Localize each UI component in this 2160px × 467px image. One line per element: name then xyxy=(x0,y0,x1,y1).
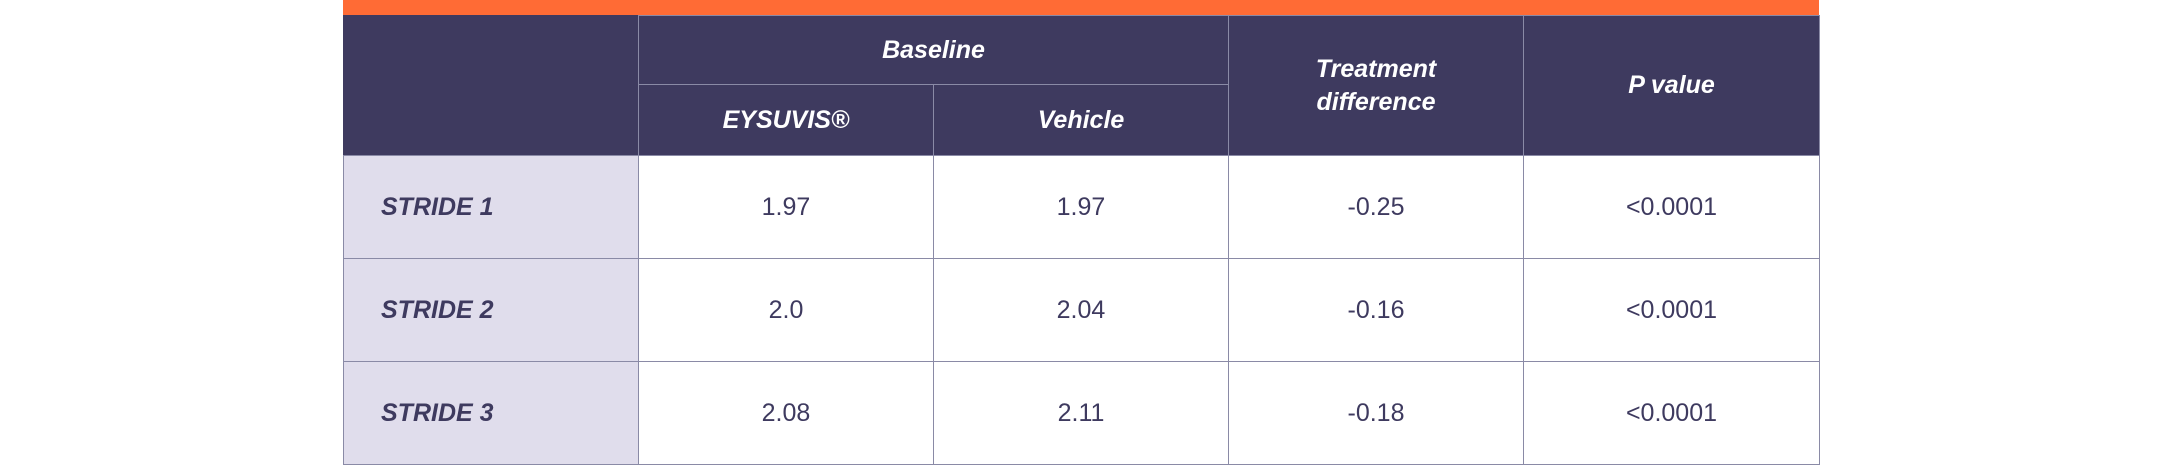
table-row: STRIDE 1 1.97 1.97 -0.25 <0.0001 xyxy=(343,155,1820,259)
row-label: STRIDE 1 xyxy=(343,155,639,259)
cell-eysuvis: 1.97 xyxy=(638,155,934,259)
results-table: Baseline Treatment difference P value EY… xyxy=(343,15,1820,465)
header-treatment-difference-label: Treatment difference xyxy=(1315,54,1437,116)
table-body: STRIDE 1 1.97 1.97 -0.25 <0.0001 STRIDE … xyxy=(343,155,1820,465)
cell-vehicle: 1.97 xyxy=(933,155,1229,259)
header-corner-cell xyxy=(343,15,639,156)
cell-difference: -0.16 xyxy=(1228,258,1524,362)
table-header: Baseline Treatment difference P value EY… xyxy=(343,15,1820,156)
cell-vehicle: 2.11 xyxy=(933,361,1229,465)
cell-vehicle: 2.04 xyxy=(933,258,1229,362)
header-p-value: P value xyxy=(1523,15,1820,156)
cell-difference: -0.18 xyxy=(1228,361,1524,465)
accent-bar xyxy=(343,0,1819,15)
header-baseline: Baseline xyxy=(638,15,1229,85)
cell-p-value: <0.0001 xyxy=(1523,258,1820,362)
cell-difference: -0.25 xyxy=(1228,155,1524,259)
header-treatment-difference: Treatment difference xyxy=(1228,15,1524,156)
header-vehicle: Vehicle xyxy=(933,84,1229,156)
cell-eysuvis: 2.08 xyxy=(638,361,934,465)
header-row-bottom: EYSUVIS® Vehicle xyxy=(344,84,1820,156)
table-row: STRIDE 2 2.0 2.04 -0.16 <0.0001 xyxy=(343,258,1820,362)
header-eysuvis: EYSUVIS® xyxy=(638,84,934,156)
table-row: STRIDE 3 2.08 2.11 -0.18 <0.0001 xyxy=(343,361,1820,465)
cell-p-value: <0.0001 xyxy=(1523,361,1820,465)
row-label: STRIDE 3 xyxy=(343,361,639,465)
cell-eysuvis: 2.0 xyxy=(638,258,934,362)
header-row-top: Baseline Treatment difference P value xyxy=(343,15,1820,156)
row-label: STRIDE 2 xyxy=(343,258,639,362)
cell-p-value: <0.0001 xyxy=(1523,155,1820,259)
